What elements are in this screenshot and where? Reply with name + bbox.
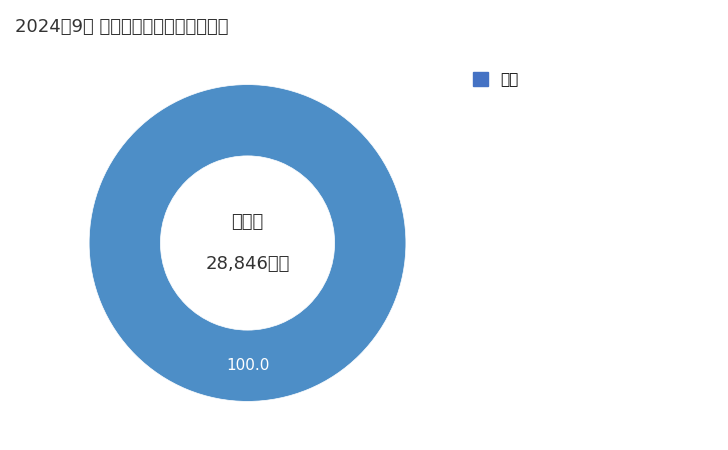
Wedge shape <box>89 85 406 401</box>
Text: 100.0: 100.0 <box>226 358 269 373</box>
Text: 2024年9月 輸出相手国のシェア（％）: 2024年9月 輸出相手国のシェア（％） <box>15 18 228 36</box>
Text: 総　額: 総 額 <box>232 213 264 231</box>
Legend: 中国: 中国 <box>473 72 519 87</box>
Text: 28,846万円: 28,846万円 <box>205 255 290 273</box>
